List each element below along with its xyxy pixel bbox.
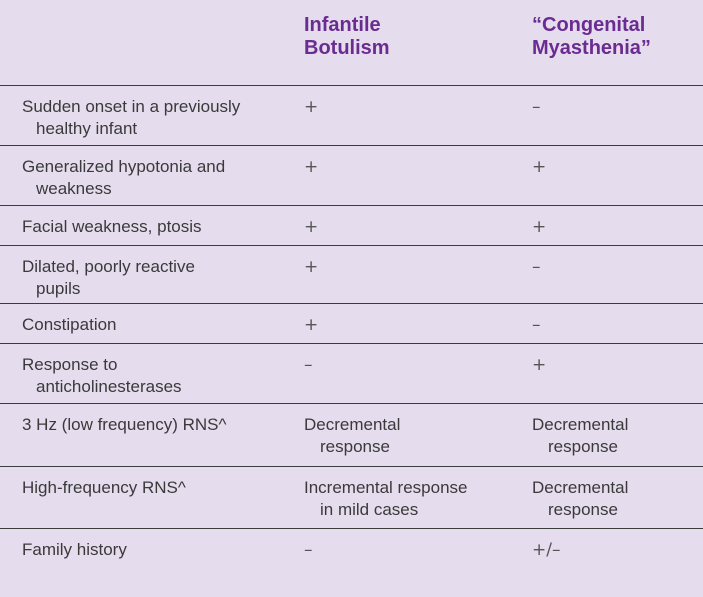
botulism-value: + (304, 156, 319, 177)
botulism-value: – (304, 539, 313, 560)
botulism-cell: + (288, 302, 516, 343)
header-botulism-line1: Infantile (304, 14, 381, 36)
header-infantile-botulism: Infantile Botulism (288, 0, 516, 85)
botulism-value-line2: response (320, 436, 390, 456)
myasthenia-cell: + (516, 204, 703, 245)
myasthenia-cell: + (516, 342, 703, 403)
myasthenia-value: + (532, 216, 547, 237)
botulism-cell: + (288, 144, 516, 205)
table-row: 3 Hz (low frequency) RNS^ Decremental re… (0, 402, 703, 466)
row-label: Generalized hypotonia and weakness (0, 144, 288, 205)
header-botulism-line2: Botulism (304, 37, 390, 59)
myasthenia-value: – (532, 314, 541, 335)
myasthenia-cell: + (516, 144, 703, 205)
botulism-value-line2: in mild cases (320, 499, 419, 519)
myasthenia-cell: – (516, 84, 703, 145)
header-congenital-myasthenia: “Congenital Myasthenia” (516, 0, 703, 85)
botulism-cell: + (288, 204, 516, 245)
botulism-value-line1: Decremental (304, 414, 401, 434)
table-row: Family history – +/– (0, 527, 703, 569)
botulism-value: + (304, 314, 319, 335)
myasthenia-cell: – (516, 244, 703, 303)
table-row: High-frequency RNS^ Incremental response… (0, 465, 703, 528)
botulism-cell: + (288, 84, 516, 145)
row-label-line2: anticholinesterases (36, 376, 182, 396)
row-label: Sudden onset in a previously healthy inf… (0, 84, 288, 145)
myasthenia-value: + (532, 156, 547, 177)
myasthenia-value-line2: response (548, 499, 618, 519)
myasthenia-value-line1: Decremental (532, 414, 629, 434)
table-row: Generalized hypotonia and weakness + + (0, 144, 703, 205)
row-label: High-frequency RNS^ (0, 465, 288, 528)
table-header-row: Infantile Botulism “Congenital Myastheni… (0, 0, 703, 85)
table-row: Constipation + – (0, 302, 703, 343)
myasthenia-value: +/– (532, 539, 561, 560)
myasthenia-value: + (532, 354, 547, 375)
botulism-cell: Decremental response (288, 402, 516, 466)
botulism-value: + (304, 96, 319, 117)
row-label-line1: Generalized hypotonia and (22, 156, 226, 176)
row-label-line1: Constipation (22, 314, 117, 334)
header-myasthenia-line1: “Congenital (532, 14, 646, 36)
row-label-line1: Family history (22, 539, 127, 559)
myasthenia-value: – (532, 96, 541, 117)
myasthenia-value-line2: response (548, 436, 618, 456)
botulism-value: + (304, 216, 319, 237)
row-label: Response to anticholinesterases (0, 342, 288, 403)
botulism-cell: + (288, 244, 516, 303)
row-label-line1: 3 Hz (low frequency) RNS^ (22, 414, 227, 434)
row-label: Constipation (0, 302, 288, 343)
header-myasthenia-line2: Myasthenia” (532, 37, 651, 59)
row-label-line1: Sudden onset in a previously (22, 96, 241, 116)
row-label: 3 Hz (low frequency) RNS^ (0, 402, 288, 466)
row-label: Facial weakness, ptosis (0, 204, 288, 245)
row-label-line1: Response to (22, 354, 118, 374)
row-label: Family history (0, 527, 288, 569)
botulism-cell: Incremental response in mild cases (288, 465, 516, 528)
row-label-line2: weakness (36, 178, 112, 198)
myasthenia-cell: Decremental response (516, 402, 703, 466)
row-label-line1: Dilated, poorly reactive (22, 256, 195, 276)
botulism-cell: – (288, 342, 516, 403)
row-label-line2: healthy infant (36, 118, 138, 138)
myasthenia-cell: Decremental response (516, 465, 703, 528)
table-row: Facial weakness, ptosis + + (0, 204, 703, 245)
row-label-line2: pupils (36, 278, 81, 298)
botulism-cell: – (288, 527, 516, 569)
botulism-value: + (304, 256, 319, 277)
header-feature (0, 0, 288, 85)
row-label: Dilated, poorly reactive pupils (0, 244, 288, 303)
botulism-value-line1: Incremental response (304, 477, 468, 497)
botulism-value: – (304, 354, 313, 375)
myasthenia-value: – (532, 256, 541, 277)
row-label-line1: High-frequency RNS^ (22, 477, 186, 497)
myasthenia-cell: – (516, 302, 703, 343)
comparison-table: Infantile Botulism “Congenital Myastheni… (0, 0, 703, 569)
table-row: Response to anticholinesterases – + (0, 342, 703, 403)
myasthenia-cell: +/– (516, 527, 703, 569)
row-label-line1: Facial weakness, ptosis (22, 216, 202, 236)
table-row: Sudden onset in a previously healthy inf… (0, 84, 703, 145)
table-row: Dilated, poorly reactive pupils + – (0, 244, 703, 303)
myasthenia-value-line1: Decremental (532, 477, 629, 497)
